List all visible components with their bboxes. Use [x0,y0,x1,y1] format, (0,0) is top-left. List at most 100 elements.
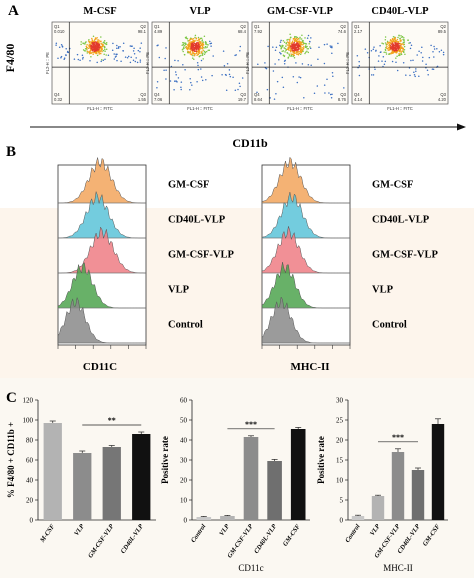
svg-text:Q4: Q4 [154,92,160,97]
panel-label-b: B [6,144,16,160]
y-tick-label: 40 [180,437,188,445]
quadrant-value: 8.64 [254,97,263,102]
bar [243,437,259,520]
histogram-group-label: VLP [372,284,394,295]
bar [73,453,92,520]
flow-y-channel-label: FL2-H :: PE [45,52,50,74]
quadrant-value: 98.1 [138,29,147,34]
svg-text:Q1: Q1 [354,24,360,29]
histogram-group-label: GM-CSF [168,179,209,190]
histogram-group-label: GM-CSF-VLP [168,249,234,260]
bar [411,470,425,520]
svg-text:Q3: Q3 [340,92,346,97]
cd11c-xlabel: CD11C [83,361,117,373]
y-tick-label: 10 [180,497,188,505]
flow-x-channel-label: FL1-H :: FITC [287,106,313,111]
y-tick-label: 20 [180,477,188,485]
histogram-curve [58,226,146,274]
quadrant-value: 7.06 [154,97,163,102]
flow-plot-title: CD40L-VLP [371,6,429,17]
histogram-group-label: VLP [168,284,190,295]
y-tick-label: 5 [340,497,344,505]
histogram-group-label: GM-CSF [372,179,413,190]
significance-stars: ** [108,416,116,425]
svg-text:Q2: Q2 [340,24,346,29]
significance-stars: *** [245,420,257,429]
mhc-ii-histograms: GM-CSF CD40L-VLP GM-CSF-VLP VLP Control [261,156,438,349]
flow-plot-title: VLP [190,6,212,17]
y-tick-label: 25 [336,417,344,425]
bar [196,517,212,520]
y-tick-label: 20 [26,497,34,505]
bar [391,452,405,520]
bar [371,496,385,520]
quadrant-value: 4.20 [438,97,447,102]
quadrant-value: 4.14 [354,97,363,102]
quadrant-value: 2.17 [354,29,363,34]
f4-80-axis-label: F4/80 [3,44,17,73]
flow-plot-frame [151,21,249,105]
flow-plot-frame [251,21,349,105]
y-tick-label: 30 [336,397,344,405]
histogram-group-label: Control [372,319,407,330]
histogram-curve [57,191,146,239]
histogram-group-label: CD40L-VLP [168,214,226,225]
panel-b-histograms: GM-CSFCD40L-VLPGM-CSF-VLPVLPControlGM-CS… [57,156,438,349]
svg-text:Q3: Q3 [140,92,146,97]
y-tick-label: 30 [180,457,188,465]
histogram-curve [57,157,146,204]
bar [43,423,62,520]
y-axis-label: Positive rate [160,436,170,484]
flow-x-channel-label: FL1-H :: FITC [387,106,413,111]
bar [132,434,151,520]
svg-text:Q1: Q1 [54,24,60,29]
y-axis-label: % F4/80 + CD11b + [6,422,16,498]
flow-x-channel-label: FL1-H :: FITC [187,106,213,111]
svg-text:Q1: Q1 [254,24,260,29]
y-tick-label: 0 [340,517,344,525]
quadrant-value: 68.4 [238,29,247,34]
y-tick-label: 40 [26,477,34,485]
flow-y-channel-label: FL2-H :: PE [345,52,350,74]
bar [220,516,235,520]
histogram-group-label: CD40L-VLP [372,214,430,225]
y-tick-label: 15 [336,457,344,465]
y-tick-label: 100 [23,417,34,425]
quadrant-value: 0.32 [54,97,63,102]
x-axis-label: MHC-II [383,563,413,573]
y-tick-label: 60 [180,397,188,405]
bar [431,424,445,520]
svg-text:Q4: Q4 [254,92,260,97]
significance-stars: *** [392,433,404,442]
cd11b-axis-label: CD11b [232,136,268,150]
quadrant-value: 74.6 [338,29,347,34]
flow-plot-frame [351,21,449,105]
svg-text:Q3: Q3 [440,92,446,97]
bar [290,429,306,520]
cd11b-arrow-head [457,123,466,131]
quadrant-value: 4.89 [154,29,163,34]
svg-text:Q2: Q2 [140,24,146,29]
y-tick-label: 10 [336,477,344,485]
mhc-ii-xlabel: MHC-II [290,361,329,373]
y-tick-label: 0 [30,517,34,525]
flow-y-channel-label: FL2-H :: PE [145,52,150,74]
svg-text:Q3: Q3 [240,92,246,97]
y-tick-label: 120 [23,397,34,405]
quadrant-value: 7.92 [254,29,263,34]
svg-text:Q1: Q1 [154,24,160,29]
flow-plot-title: GM-CSF-VLP [267,6,333,17]
svg-text:Q2: Q2 [440,24,446,29]
panel-label-c: C [6,390,17,406]
y-axis-label: Positive rate [316,436,326,484]
histogram-group-label: Control [168,319,203,330]
cd11c-histograms: GM-CSF CD40L-VLP GM-CSF-VLP VLP Control [57,157,234,349]
svg-text:Q4: Q4 [354,92,360,97]
y-tick-label: 50 [180,417,188,425]
